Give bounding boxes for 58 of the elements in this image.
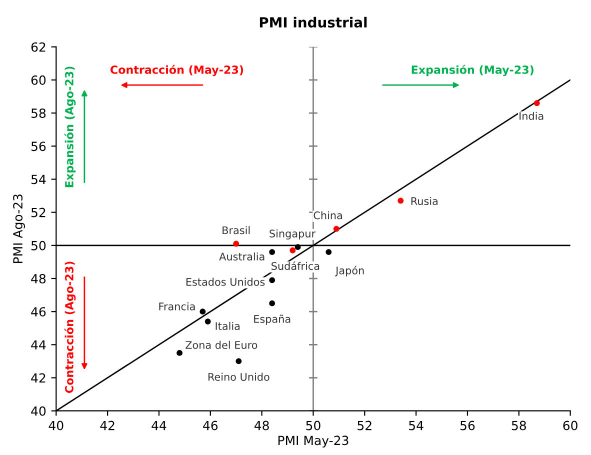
point (233, 240, 240, 247)
point (269, 277, 276, 284)
annotation: Francia (159, 302, 195, 310)
annotation: Contracción (Ago-23) (64, 262, 76, 393)
x-tick-label: 54 (409, 420, 424, 430)
x-tick-label: 50 (306, 420, 320, 430)
y-tick-label: 46 (31, 307, 46, 317)
annotation: Australia (219, 252, 264, 261)
y-tick-label: 40 (31, 406, 46, 416)
y-tick-label: 62 (31, 42, 46, 52)
x-tick-label: 48 (254, 420, 269, 430)
x-tick-label: 42 (100, 420, 114, 430)
x-tick-label: 60 (563, 420, 578, 430)
y-tick-label: 56 (31, 142, 46, 152)
annotation: Contracción (May-23) (110, 64, 244, 76)
point (534, 100, 540, 106)
point (269, 300, 276, 306)
x-axis-title: PMI May-23 (278, 436, 348, 448)
y-tick-label: 42 (31, 373, 46, 383)
annotation: Singapur (270, 229, 316, 240)
point (200, 308, 206, 315)
point (290, 247, 296, 254)
y-tick-label: 44 (31, 340, 46, 350)
annotation: China (314, 211, 342, 220)
y-tick-label: 58 (31, 108, 46, 118)
annotation: Italia (216, 322, 240, 330)
point (326, 249, 332, 255)
annotation: Expansión (Ago-23) (64, 66, 76, 188)
chart-title: PMI industrial (260, 16, 367, 28)
point (176, 350, 182, 356)
point (236, 358, 242, 364)
point (398, 198, 404, 204)
x-tick-label: 46 (203, 420, 218, 430)
annotation: Brasil (222, 226, 250, 234)
point (204, 318, 211, 324)
y-tick-label: 48 (31, 274, 46, 284)
x-tick-label: 56 (460, 420, 475, 430)
annotation: Zona del Euro (186, 340, 258, 349)
annotation: Reino Unido (208, 372, 270, 381)
point (269, 249, 276, 255)
y-tick-label: 50 (31, 240, 46, 250)
annotation: España (254, 314, 290, 325)
x-tick-label: 58 (512, 420, 526, 430)
point (333, 226, 340, 232)
y-axis-title: PMI Ago-23 (13, 194, 25, 264)
annotation: India (520, 112, 544, 120)
y-tick-label: 60 (31, 75, 46, 85)
annotation: Japón (335, 266, 364, 276)
point (294, 244, 301, 250)
annotation: Expansión (May-23) (412, 64, 534, 76)
y-tick-label: 54 (31, 174, 46, 184)
x-tick-label: 40 (48, 420, 64, 430)
x-tick-label: 52 (358, 420, 372, 430)
annotation: Rusia (411, 196, 438, 206)
y-tick-label: 52 (31, 208, 46, 218)
annotation: Estados Unidos (186, 278, 265, 286)
x-tick-label: 44 (152, 420, 166, 430)
annotation: Sudáfrica (272, 261, 320, 270)
